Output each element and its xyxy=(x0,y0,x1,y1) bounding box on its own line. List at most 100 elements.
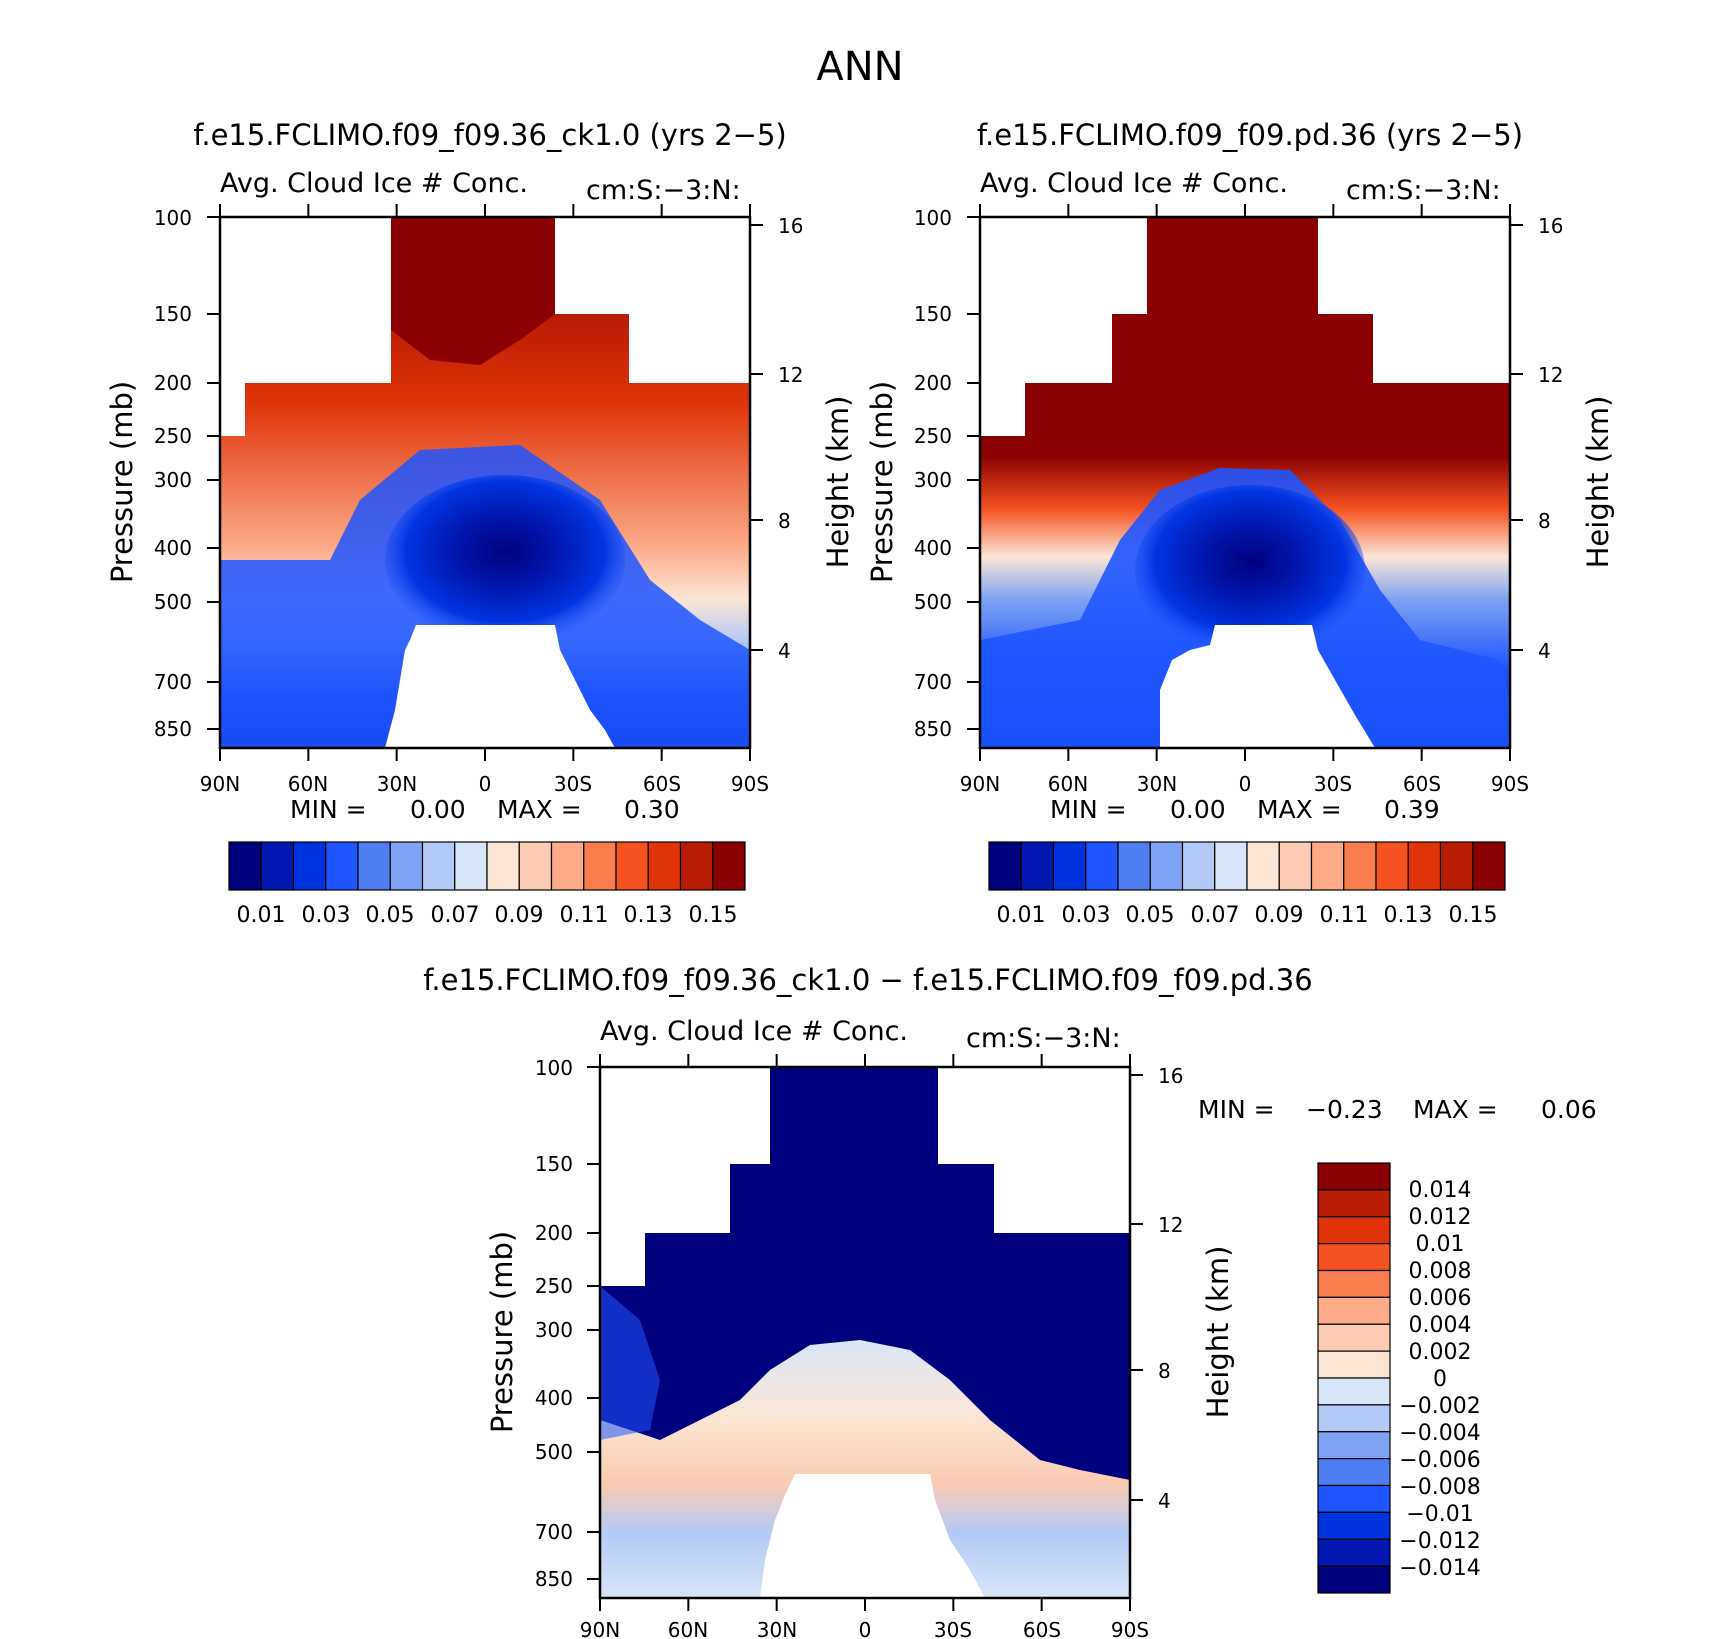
panel-3-cb-label-1: 0.012 xyxy=(1409,1205,1472,1230)
panel-2-colorbar-swatch-3 xyxy=(1085,841,1119,891)
panel-1-cb-label-0: 0.01 xyxy=(237,903,286,928)
panel-3-y2tick-16: 16 xyxy=(1158,1064,1183,1088)
panel-2-cb-label-7: 0.15 xyxy=(1449,903,1498,928)
panel-2-max-value: 0.39 xyxy=(1384,795,1440,824)
panel-1-xtick-90S: 90S xyxy=(731,772,769,796)
panel-2-colorbar-swatch-6 xyxy=(1181,841,1216,891)
panel-2-title: f.e15.FCLIMO.f09_f09.pd.36 (yrs 2−5) xyxy=(977,118,1523,152)
panel-1-variable: Avg. Cloud Ice # Conc. xyxy=(220,168,528,199)
panel-3-cb-label-2: 0.01 xyxy=(1416,1232,1465,1257)
panel-2-min-label: MIN = xyxy=(1050,795,1127,824)
panel-3-title: f.e15.FCLIMO.f09_f09.36_ck1.0 − f.e15.FC… xyxy=(423,963,1312,997)
panel-1-min-value: 0.00 xyxy=(410,795,466,824)
panel-3-field-edge xyxy=(600,1286,660,1440)
panel-1-colorbar-swatch-7 xyxy=(454,841,488,891)
panel-2-ytick-100: 100 xyxy=(914,206,952,230)
panel-1-xtick-60N: 60N xyxy=(288,772,328,796)
panel-2-ytick-500: 500 xyxy=(914,590,952,614)
panel-1-cb-label-3: 0.07 xyxy=(431,903,480,928)
panel-1-units: cm:S:−3:N: xyxy=(586,175,741,206)
panel-1-colorbar-swatch-10 xyxy=(550,841,585,891)
panel-2-ylabel: Pressure (mb) xyxy=(865,381,899,583)
panel-1-cb-label-1: 0.03 xyxy=(302,903,351,928)
panel-1-colorbar-swatch-6 xyxy=(421,841,456,891)
panel-3-ytick-150: 150 xyxy=(535,1152,573,1176)
panel-1-xtick-30N: 30N xyxy=(377,772,417,796)
panel-3-cb-label-3: 0.008 xyxy=(1409,1259,1472,1284)
panel-2: f.e15.FCLIMO.f09_f09.pd.36 (yrs 2−5) Avg… xyxy=(865,118,1615,928)
panel-1-y2tick-12: 12 xyxy=(778,363,803,387)
panel-2-yaxis-right: 16 12 8 4 Height (km) xyxy=(1538,214,1615,663)
panel-3-ytick-100: 100 xyxy=(535,1056,573,1080)
panel-3-ylabel-right: Height (km) xyxy=(1201,1246,1235,1419)
panel-3-ytick-250: 250 xyxy=(535,1274,573,1298)
panel-1-xtick-60S: 60S xyxy=(643,772,681,796)
panel-2-colorbar-swatch-2 xyxy=(1052,841,1087,891)
panel-1-ylabel: Pressure (mb) xyxy=(105,381,139,583)
panel-3-min-label: MIN = xyxy=(1198,1095,1275,1124)
panel-3-cb-label-12: −0.01 xyxy=(1406,1502,1473,1527)
panel-2-colorbar-swatch-14 xyxy=(1439,841,1474,891)
panel-1-cb-label-5: 0.11 xyxy=(560,903,609,928)
panel-2-cb-label-2: 0.05 xyxy=(1126,903,1175,928)
panel-2-cb-label-4: 0.09 xyxy=(1255,903,1304,928)
panel-3-xaxis: 90N 60N 30N 0 30S 60S 90S xyxy=(580,1618,1149,1639)
panel-1-colorbar-swatch-13 xyxy=(647,841,682,891)
panel-3-cb-label-13: −0.012 xyxy=(1399,1529,1480,1554)
panel-3-variable: Avg. Cloud Ice # Conc. xyxy=(600,1016,908,1047)
panel-3-xtick-90S: 90S xyxy=(1111,1618,1149,1639)
panel-2-variable: Avg. Cloud Ice # Conc. xyxy=(980,168,1288,199)
panel-3-xtick-60S: 60S xyxy=(1023,1618,1061,1639)
panel-2-colorbar-swatch-5 xyxy=(1149,841,1184,891)
panel-1-field-core xyxy=(385,475,625,645)
panel-2-colorbar-swatch-4 xyxy=(1117,841,1151,891)
panel-3-cb-label-9: −0.004 xyxy=(1399,1421,1480,1446)
panel-3-ytick-700: 700 xyxy=(535,1520,573,1544)
panel-2-colorbar-labels: 0.01 0.03 0.05 0.07 0.09 0.11 0.13 0.15 xyxy=(997,903,1498,928)
panel-3-xtick-30N: 30N xyxy=(757,1618,797,1639)
panel-3-colorbar-swatch-4 xyxy=(1317,1269,1391,1298)
panel-3-cb-label-14: −0.014 xyxy=(1399,1556,1480,1581)
panel-1-colorbar-swatch-2 xyxy=(292,841,327,891)
panel-1-colorbar xyxy=(228,841,746,891)
panel-2-y2tick-8: 8 xyxy=(1538,509,1551,533)
panel-3-mask-right xyxy=(994,1164,1066,1233)
panel-1-colorbar-labels: 0.01 0.03 0.05 0.07 0.09 0.11 0.13 0.15 xyxy=(237,903,738,928)
panel-1-colorbar-swatch-3 xyxy=(325,841,359,891)
panel-1-colorbar-swatch-9 xyxy=(518,841,553,891)
panel-1-yaxis-right: 16 12 8 4 Height (km) xyxy=(778,214,855,663)
panel-2-colorbar-swatch-10 xyxy=(1310,841,1345,891)
panel-2-cb-label-3: 0.07 xyxy=(1191,903,1240,928)
panel-1-ytick-150: 150 xyxy=(154,302,192,326)
panel-1-colorbar-swatch-0 xyxy=(228,841,262,891)
panel-3-cb-label-5: 0.004 xyxy=(1409,1313,1472,1338)
panel-2-field-core xyxy=(1135,485,1365,655)
panel-1-field xyxy=(220,217,750,748)
panel-1-ylabel-right: Height (km) xyxy=(821,396,855,569)
panel-1-xaxis: 90N 60N 30N 0 30S 60S 90S xyxy=(200,772,769,796)
panel-2-units: cm:S:−3:N: xyxy=(1346,175,1501,206)
panel-1-colorbar-swatch-12 xyxy=(615,841,649,891)
panel-2-colorbar-swatch-11 xyxy=(1343,841,1377,891)
panel-1-colorbar-swatch-4 xyxy=(357,841,391,891)
panel-3-yaxis-left: 100 150 200 250 300 400 500 700 850 Pres… xyxy=(485,1056,573,1591)
panel-2-xaxis: 90N 60N 30N 0 30S 60S 90S xyxy=(960,772,1529,796)
panel-1-ytick-400: 400 xyxy=(154,536,192,560)
panel-1-y2tick-16: 16 xyxy=(778,214,803,238)
panel-2-colorbar xyxy=(988,841,1506,891)
panel-3-cb-label-0: 0.014 xyxy=(1409,1178,1472,1203)
panel-2-xtick-60S: 60S xyxy=(1403,772,1441,796)
panel-1-cb-label-4: 0.09 xyxy=(495,903,544,928)
panel-1-cb-label-6: 0.13 xyxy=(624,903,673,928)
panel-1-colorbar-swatch-1 xyxy=(260,841,295,891)
panel-2-y2tick-4: 4 xyxy=(1538,639,1551,663)
panel-2-colorbar-swatch-12 xyxy=(1375,841,1409,891)
panel-3-field xyxy=(600,1067,1130,1598)
panel-2-xtick-30S: 30S xyxy=(1314,772,1352,796)
panel-2-y2tick-16: 16 xyxy=(1538,214,1563,238)
panel-2-colorbar-swatch-7 xyxy=(1214,841,1248,891)
panel-2-xtick-90S: 90S xyxy=(1491,772,1529,796)
panel-3-ytick-300: 300 xyxy=(535,1318,573,1342)
panel-3-colorbar-swatch-13 xyxy=(1317,1511,1391,1540)
